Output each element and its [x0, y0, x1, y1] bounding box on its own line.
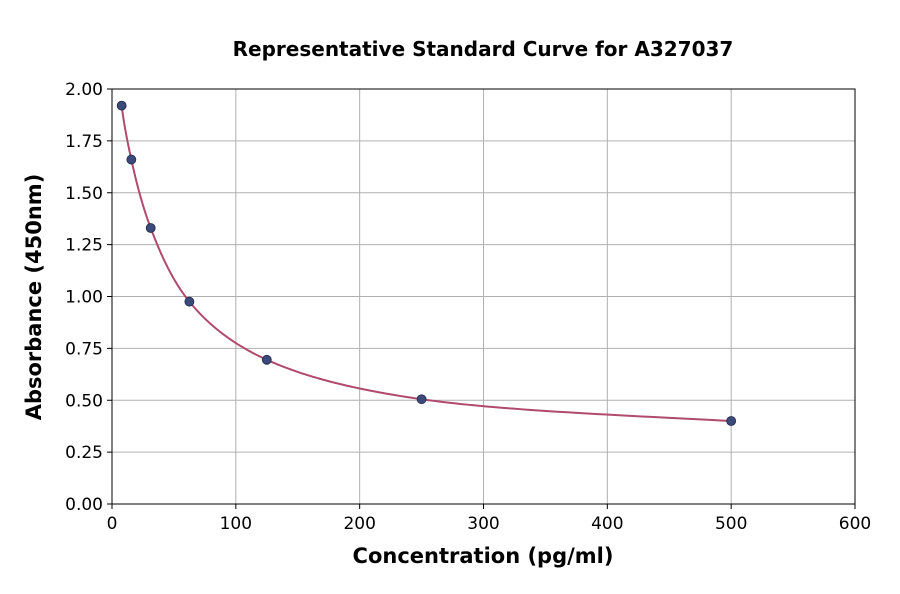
y-tick-label: 1.25	[65, 236, 103, 256]
x-tick-label: 600	[839, 514, 871, 534]
fitted-curve-line	[120, 105, 732, 422]
data-point	[126, 154, 137, 165]
x-tick-label: 100	[220, 514, 252, 534]
x-tick-label: 200	[343, 514, 375, 534]
y-axis-title: Absorbance (450nm)	[22, 174, 46, 421]
y-tick-label: 0.50	[65, 391, 103, 411]
y-tick-label: 0.75	[65, 339, 103, 359]
data-point	[184, 296, 195, 307]
data-point	[726, 416, 737, 426]
data-point	[145, 223, 156, 233]
x-tick-label: 500	[715, 514, 747, 534]
y-tick-label: 1.50	[65, 184, 103, 204]
y-tick-label: 0.25	[65, 443, 103, 463]
x-tick-label: 400	[591, 514, 623, 534]
data-point	[261, 354, 272, 365]
x-tick-label: 0	[107, 514, 118, 534]
x-tick-label: 300	[467, 514, 499, 534]
chart-title: Representative Standard Curve for A32703…	[233, 37, 734, 61]
y-tick-label: 1.75	[65, 132, 103, 152]
plot-area-frame	[111, 88, 856, 505]
y-tick-label: 0.00	[65, 495, 103, 515]
y-tick-label: 1.00	[65, 288, 103, 308]
data-point	[416, 394, 427, 405]
data-point	[116, 100, 127, 111]
axis-ticks: 0 100 200 300 400 500 600 0.00 0.25 0.50 0.75 1.00 1…	[65, 80, 871, 534]
grid	[111, 88, 856, 505]
data-points	[116, 100, 737, 426]
y-tick-label: 2.00	[65, 80, 103, 100]
x-axis-title: Concentration (pg/ml)	[353, 544, 614, 568]
